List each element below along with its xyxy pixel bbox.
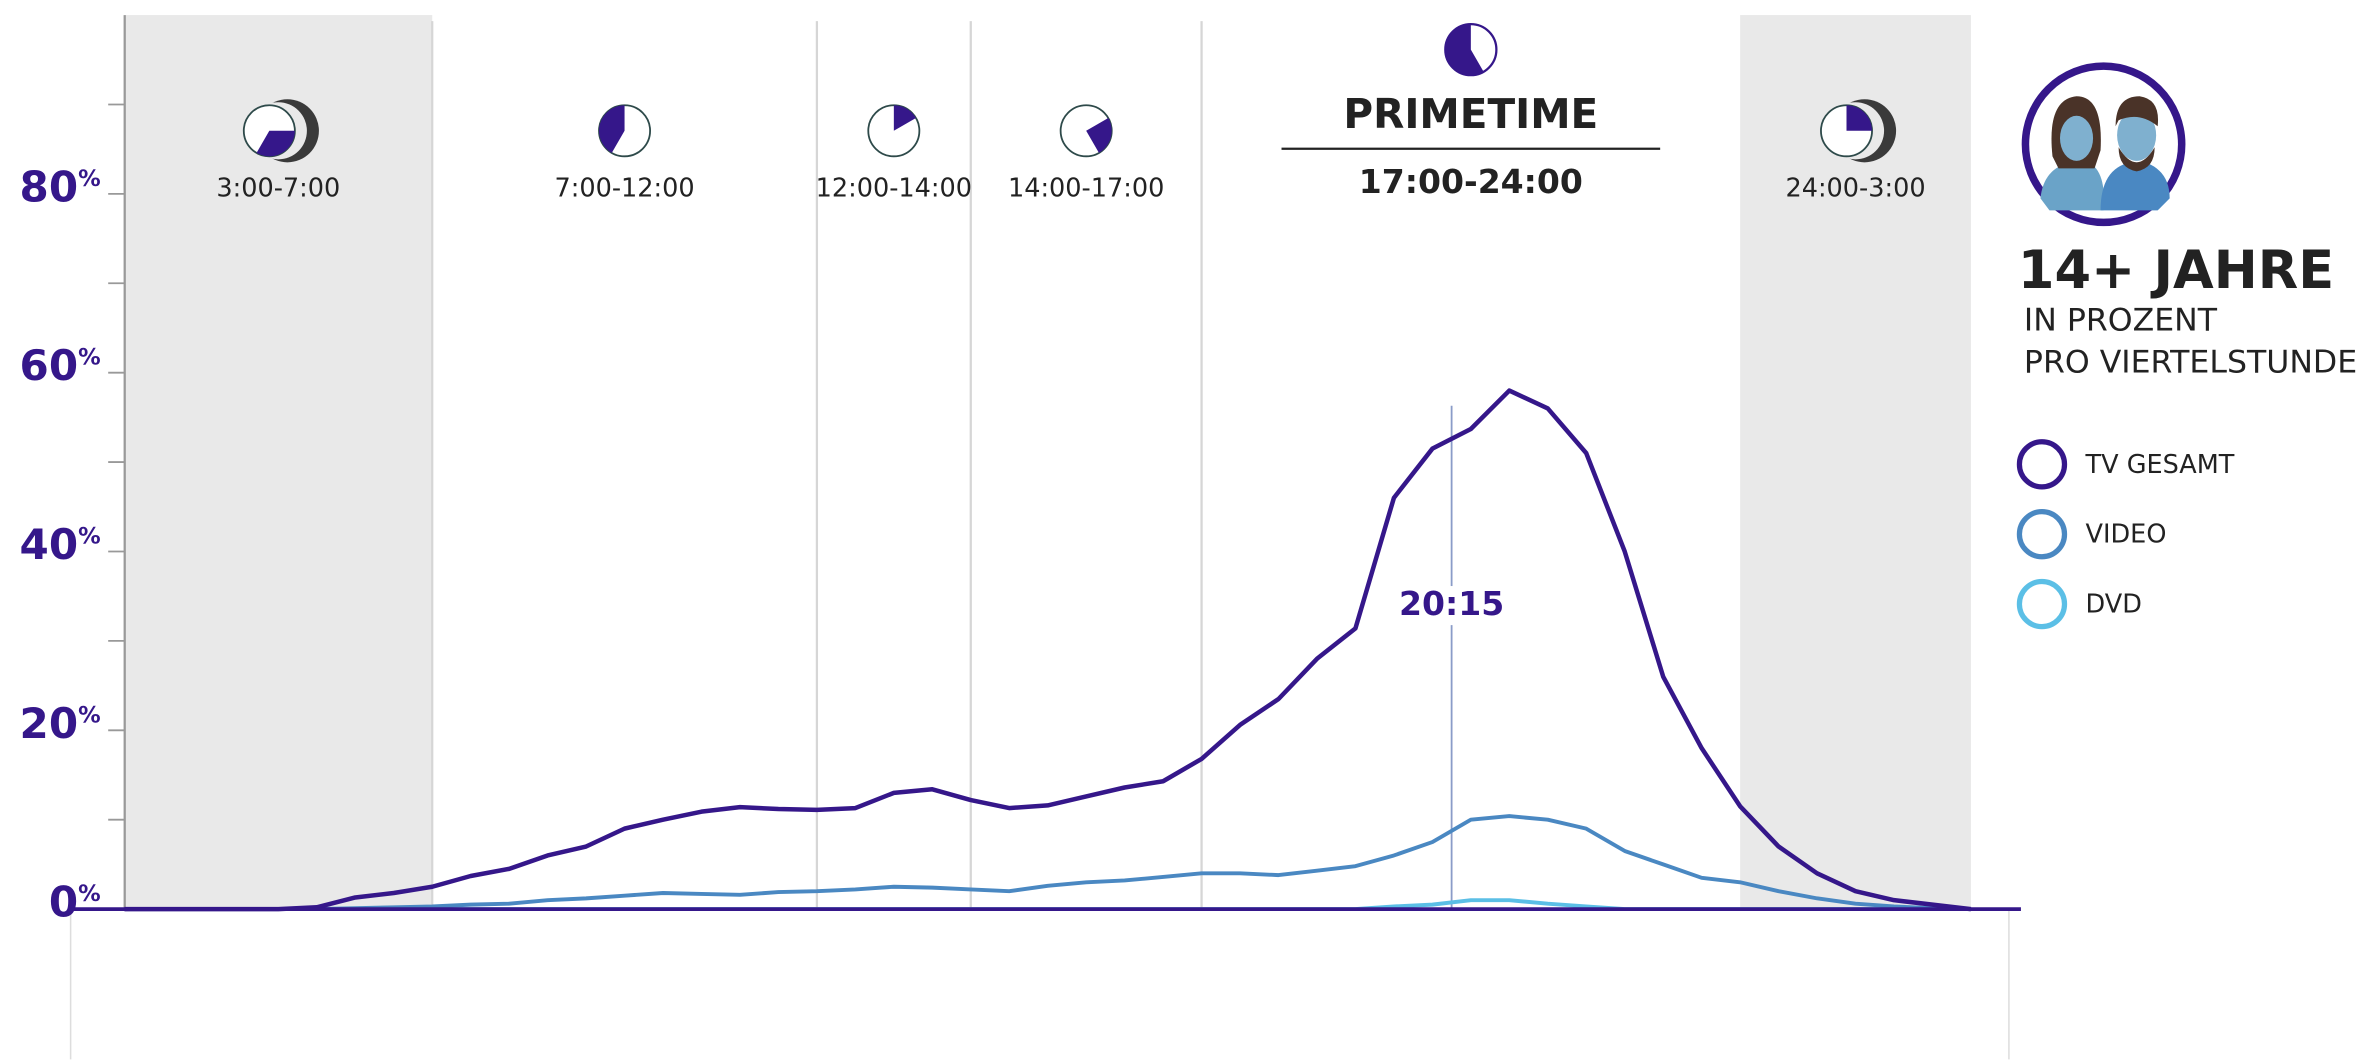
- clock-fill: [599, 105, 625, 153]
- period-label: 14:00-17:00: [1008, 173, 1164, 203]
- annotation-bg: [1403, 586, 1500, 626]
- clock-fill: [1086, 118, 1112, 153]
- avatar-hair: [2115, 96, 2159, 127]
- period-title: PRIMETIME: [1343, 90, 1598, 138]
- period-label: 24:00-3:00: [1785, 173, 1925, 203]
- y-tick-label: 80%: [20, 162, 101, 211]
- legend-swatch: [2016, 578, 2068, 630]
- background-layer: [124, 15, 1971, 910]
- y-tick-label: 20%: [20, 698, 101, 747]
- chart-subtitle: PRO VIERTELSTUNDE: [2024, 345, 2356, 381]
- y-tick-label: 0%: [49, 877, 101, 926]
- period-label: 12:00-14:00: [816, 173, 972, 203]
- chart-title: 14+ JAHRE: [2018, 240, 2334, 301]
- legend-swatch: [2016, 439, 2068, 490]
- legend-label: VIDEO: [2086, 520, 2167, 550]
- annotation-label: 20:15: [1399, 584, 1504, 623]
- period-label: 17:00-24:00: [1359, 162, 1583, 201]
- avatar-icon: [2021, 62, 2186, 227]
- avatar-body: [2100, 162, 2170, 211]
- clock-fill: [256, 130, 295, 157]
- legend-label: DVD: [2086, 590, 2142, 620]
- clock-fill: [893, 105, 916, 131]
- period-shade: [124, 15, 433, 910]
- chart-subtitle: IN PROZENT: [2024, 303, 2218, 339]
- legend-label: TV GESAMT: [2085, 450, 2235, 480]
- period-label: 7:00-12:00: [554, 173, 694, 203]
- y-tick-label: 40%: [20, 519, 101, 568]
- period-shade: [1740, 15, 1971, 910]
- legend-swatch: [2016, 509, 2068, 560]
- series-line: [124, 814, 1971, 912]
- series-line: [124, 388, 1972, 912]
- y-tick-label: 60%: [20, 341, 101, 390]
- clock-fill: [1445, 24, 1484, 76]
- period-label: 3:00-7:00: [216, 173, 340, 203]
- avatar-face: [2117, 109, 2157, 161]
- avatar-beard: [2118, 147, 2155, 172]
- avatar-body: [2040, 162, 2105, 211]
- avatar-face: [2059, 115, 2094, 161]
- clock-fill: [1846, 105, 1873, 131]
